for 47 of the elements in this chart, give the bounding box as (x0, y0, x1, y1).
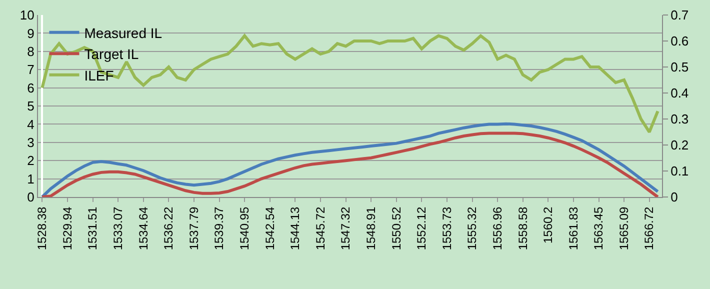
x-tick-label: 1529.94 (60, 206, 74, 250)
y2-tick-label: 0.1 (670, 164, 689, 179)
y-tick-label: 3 (27, 134, 34, 150)
legend-label: Measured IL (84, 24, 162, 41)
y-tick-label: 8 (27, 44, 34, 59)
x-tick-label: 1545.72 (313, 206, 328, 250)
x-tick-label: 1548.91 (364, 206, 378, 250)
legend-label: Target IL (84, 46, 139, 62)
x-tick-label: 1553.73 (440, 206, 454, 250)
y-tick-label: 6 (27, 80, 34, 96)
x-tick-label: 1555.32 (465, 206, 480, 250)
y2-tick-label: 0 (670, 190, 678, 205)
x-tick-label: 1563.45 (592, 206, 606, 250)
x-tick-label: 1565.09 (616, 206, 631, 250)
x-tick-label: 1536.22 (162, 206, 176, 250)
x-tick-label: 1528.38 (35, 206, 50, 250)
x-tick-label: 1558.58 (516, 206, 530, 250)
y2-tick-label: 0.7 (670, 8, 689, 23)
x-tick-label: 1542.54 (262, 206, 277, 250)
y2-tick-label: 0.4 (670, 86, 689, 101)
x-tick-label: 1540.95 (237, 206, 252, 250)
y2-tick-label: 0.5 (670, 60, 689, 75)
legend-label: ILEF (84, 67, 114, 84)
y-tick-label: 1 (27, 171, 34, 186)
x-tick-label: 1560.2 (541, 206, 556, 244)
x-tick-label: 1547.32 (338, 206, 353, 250)
x-tick-label: 1531.51 (86, 206, 100, 250)
x-tick-label: 1539.37 (212, 206, 226, 250)
y2-tick-label: 0.3 (670, 112, 689, 127)
y-tick-label: 7 (27, 62, 34, 78)
y-tick-label: 0 (27, 190, 34, 205)
y2-tick-label: 0.6 (670, 34, 689, 49)
y-tick-label: 5 (27, 98, 34, 114)
x-tick-label: 1533.07 (111, 206, 126, 250)
y-tick-label: 10 (20, 8, 34, 23)
x-tick-label: 1561.83 (566, 206, 580, 250)
y-tick-label: 9 (27, 26, 34, 41)
y-tick-label: 2 (27, 153, 34, 168)
x-tick-label: 1552.12 (414, 206, 429, 250)
x-tick-label: 1550.52 (389, 206, 404, 250)
x-tick-label: 1537.79 (186, 206, 201, 250)
x-tick-label: 1544.13 (288, 206, 302, 250)
y-tick-label: 4 (27, 116, 34, 132)
x-tick-label: 1534.64 (136, 206, 150, 250)
x-tick-label: 1566.72 (642, 206, 656, 250)
y2-tick-label: 0.2 (670, 138, 689, 153)
x-tick-label: 1556.96 (490, 206, 504, 250)
